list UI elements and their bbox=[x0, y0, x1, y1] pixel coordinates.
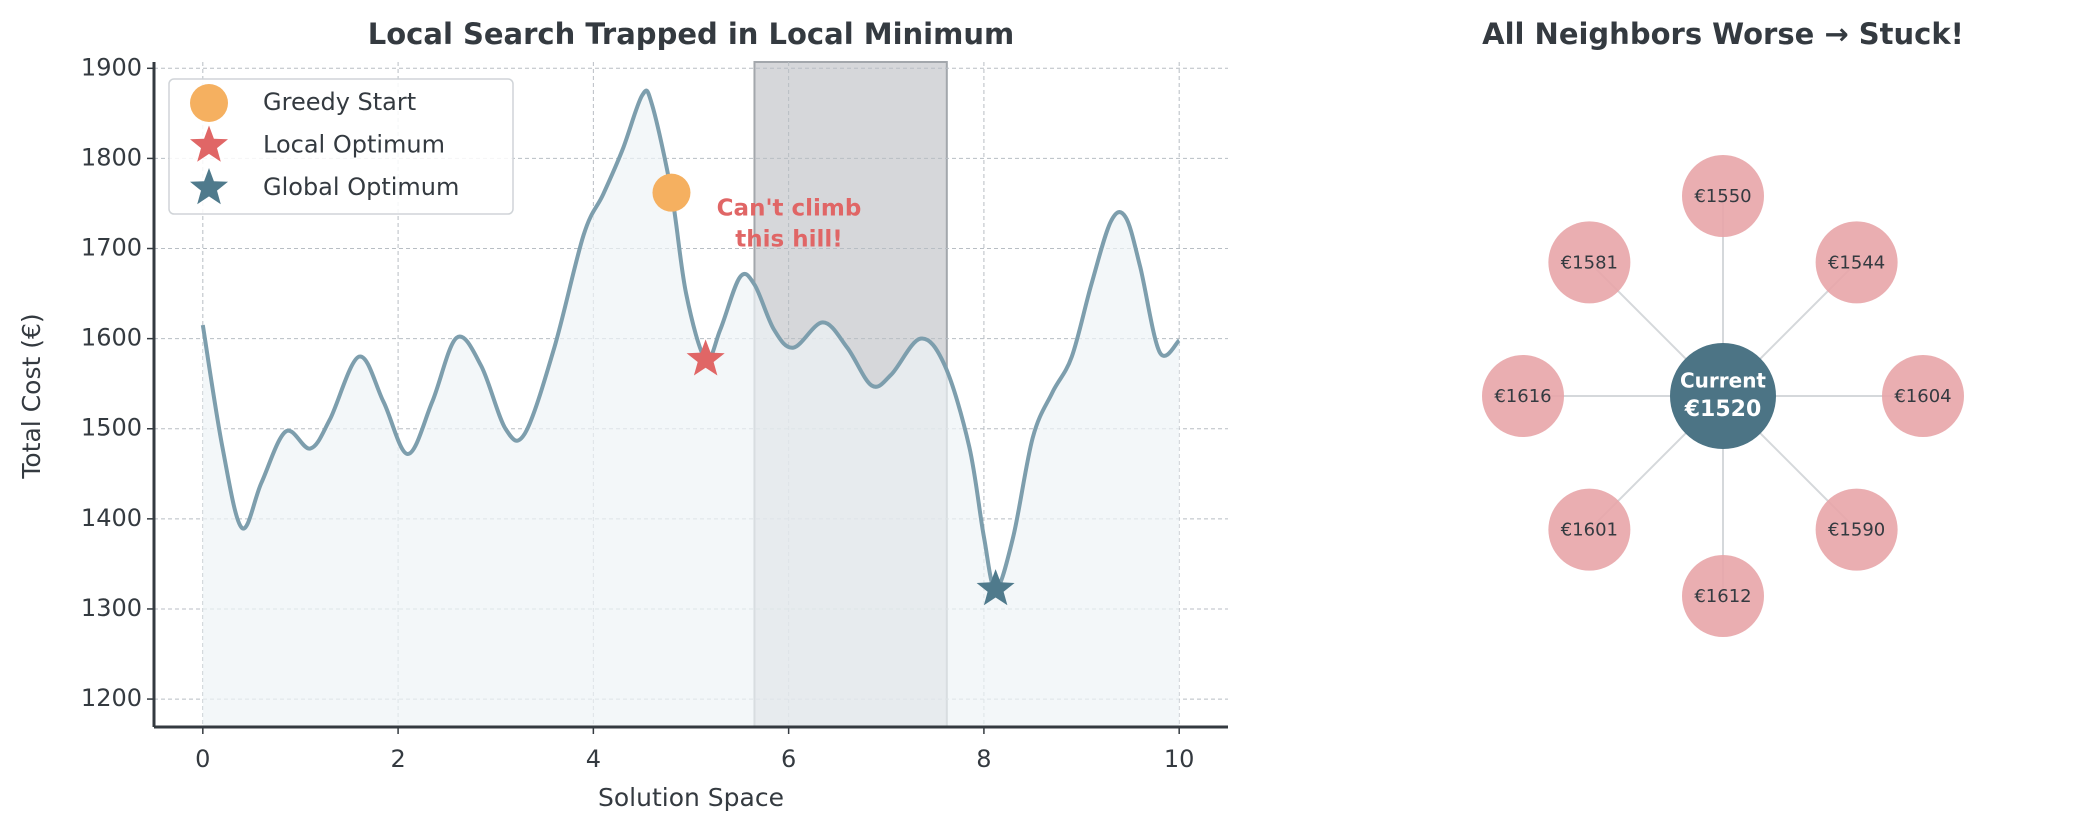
y-tick-label: 1700 bbox=[81, 234, 142, 262]
marker bbox=[976, 569, 1015, 606]
x-tick-label: 6 bbox=[781, 745, 796, 773]
area bbox=[202, 90, 1180, 727]
y-tick-label: 1300 bbox=[81, 594, 142, 622]
neighbor bbox=[1815, 488, 1898, 571]
neighbor-label: €1590 bbox=[1828, 520, 1885, 541]
legend-box bbox=[168, 78, 514, 215]
x-tick-label: 8 bbox=[976, 745, 991, 773]
neighbor bbox=[1548, 221, 1631, 304]
x-tick-label: 0 bbox=[195, 745, 210, 773]
x-tick-label: 4 bbox=[586, 745, 601, 773]
chart-title: Local Search Trapped in Local Minimum bbox=[368, 17, 1014, 51]
neighbor-label: €1601 bbox=[1561, 520, 1618, 541]
annotation: Can't climb bbox=[717, 196, 862, 222]
current-value: €1520 bbox=[1684, 397, 1762, 422]
x-tick-label: 2 bbox=[390, 745, 405, 773]
y-tick-label: 1600 bbox=[81, 324, 142, 352]
diagram-title: All Neighbors Worse → Stuck! bbox=[1482, 17, 1964, 51]
legend-marker bbox=[190, 84, 228, 122]
neighbor bbox=[1682, 155, 1764, 237]
neighbor bbox=[1548, 488, 1631, 571]
neighbor-label: €1581 bbox=[1561, 252, 1618, 273]
x-tick-label: 10 bbox=[1164, 745, 1195, 773]
marker bbox=[686, 339, 725, 376]
neighbor-label: €1612 bbox=[1694, 586, 1751, 607]
y-tick-label: 1400 bbox=[81, 504, 142, 532]
neighbor-label: €1550 bbox=[1694, 186, 1751, 207]
y-axis-label: Total Cost (€) bbox=[17, 313, 46, 479]
neighbor bbox=[1815, 221, 1898, 304]
legend-marker bbox=[190, 168, 228, 205]
neighbor-label: €1616 bbox=[1494, 386, 1551, 407]
neighbor-label: €1604 bbox=[1894, 386, 1951, 407]
annotation: this hill! bbox=[735, 227, 842, 253]
y-tick-label: 1900 bbox=[81, 53, 142, 81]
marker bbox=[652, 173, 691, 212]
x-axis-label: Solution Space bbox=[598, 783, 784, 812]
y-tick-label: 1500 bbox=[81, 414, 142, 442]
current-label: Current bbox=[1680, 369, 1766, 393]
neighbor bbox=[1882, 355, 1964, 437]
y-tick-label: 1800 bbox=[81, 143, 142, 171]
legend-label: Local Optimum bbox=[263, 131, 445, 159]
neighbor bbox=[1482, 355, 1564, 437]
legend-marker bbox=[190, 125, 228, 162]
neighbor-label: €1544 bbox=[1828, 252, 1885, 273]
current-node bbox=[1670, 343, 1776, 449]
legend-label: Greedy Start bbox=[263, 88, 416, 116]
legend-label: Global Optimum bbox=[263, 173, 459, 201]
neighbor bbox=[1682, 555, 1764, 637]
y-tick-label: 1200 bbox=[81, 684, 142, 712]
